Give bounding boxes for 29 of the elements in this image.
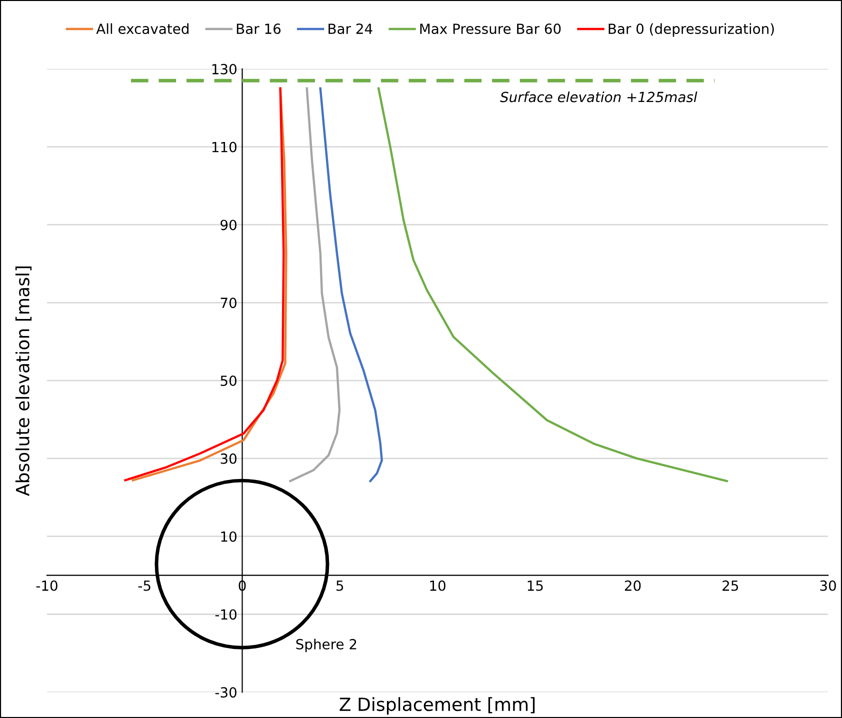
x-tick-label: 5 <box>336 580 344 591</box>
legend-label: Max Pressure Bar 60 <box>420 24 561 34</box>
legend-label: All excavated <box>96 23 188 34</box>
x-tick-label: -10 <box>36 580 58 591</box>
y-tick-label: 10 <box>221 531 236 542</box>
x-tick-label: -5 <box>138 580 150 591</box>
y-tick-label: -30 <box>215 687 236 698</box>
x-tick-label: 10 <box>430 580 446 591</box>
y-tick-label: 90 <box>220 220 236 230</box>
line-series <box>289 87 341 482</box>
y-tick-label: 30 <box>220 453 236 464</box>
x-tick-label: 15 <box>528 580 543 591</box>
annotation: Surface elevation +125masl <box>500 92 698 102</box>
x-tick-label: 30 <box>820 580 836 591</box>
legend-label: Bar 0 (depressurization) <box>608 23 774 37</box>
x-tick-label: 25 <box>722 580 738 591</box>
y-axis-title: Absolute elevation [masl] <box>15 266 32 496</box>
line-series <box>319 87 383 482</box>
annotation: Sphere 2 <box>296 638 356 652</box>
y-tick-label: 70 <box>220 298 236 308</box>
line-series <box>377 87 728 482</box>
x-axis-title: Z Displacement [mm] <box>340 697 535 715</box>
y-tick-label: 50 <box>220 376 236 386</box>
y-tick-label: -10 <box>215 609 236 620</box>
x-tick-label: 20 <box>624 580 641 591</box>
legend-label: Bar 16 <box>236 24 281 34</box>
y-tick-label: 130 <box>212 64 236 74</box>
y-tick-label: 110 <box>212 142 236 152</box>
legend-label: Bar 24 <box>328 24 372 34</box>
